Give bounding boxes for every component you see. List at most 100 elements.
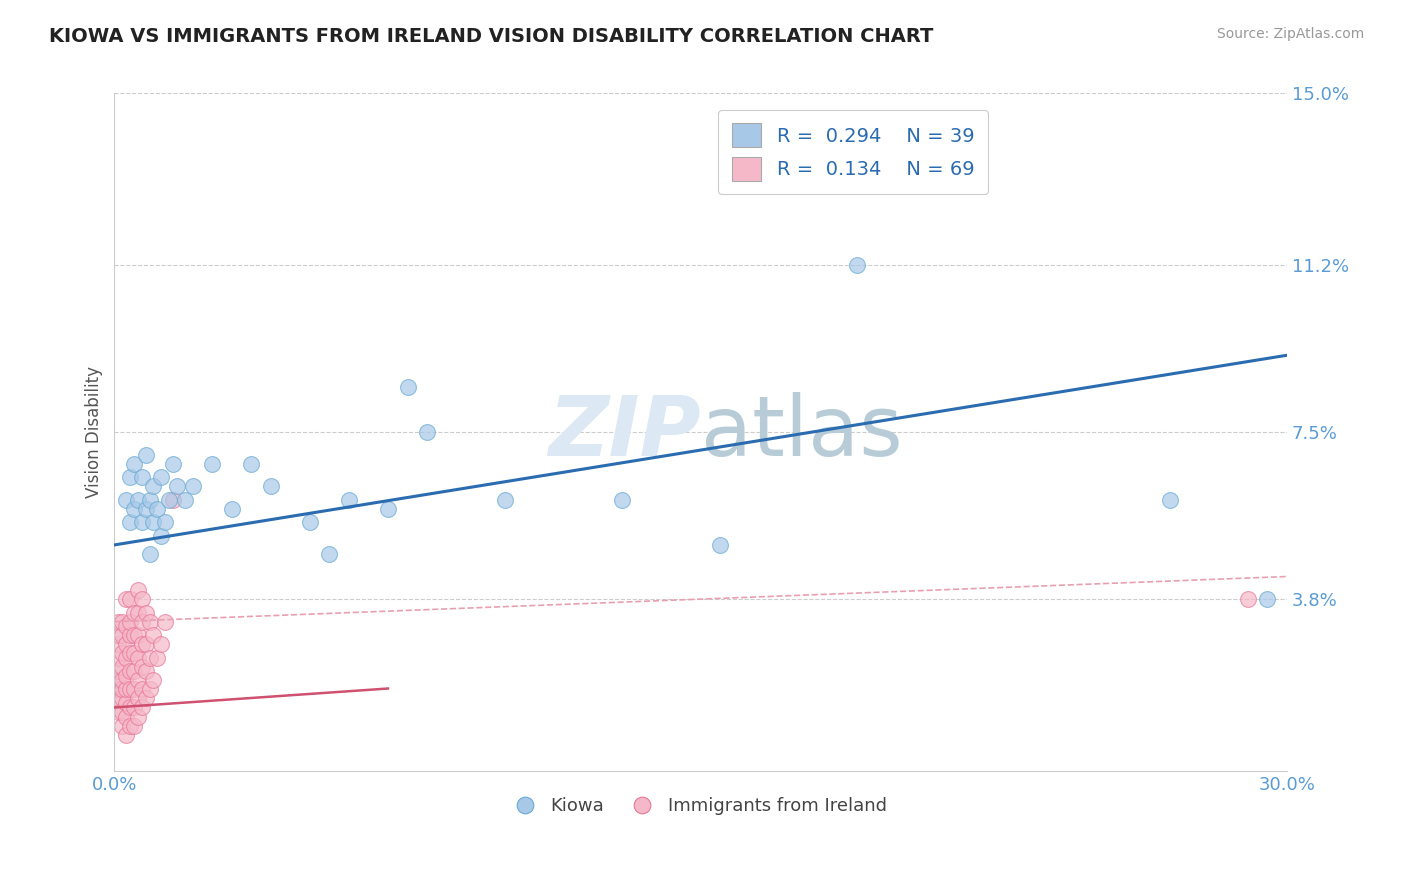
Point (127, 650, 149, 665)
Point (111, 646, 134, 660)
Point (118, 682, 141, 697)
Point (146, 501, 169, 516)
Point (131, 470, 153, 484)
Point (115, 696, 138, 710)
Point (131, 700, 153, 714)
Point (115, 619, 138, 633)
Point (107, 682, 129, 697)
Point (240, 457, 263, 471)
Point (111, 705, 134, 719)
Point (122, 718, 145, 732)
Point (131, 637, 153, 651)
Point (107, 637, 129, 651)
Point (118, 592, 141, 607)
Point (138, 492, 160, 507)
Point (127, 673, 149, 688)
Point (122, 646, 145, 660)
Point (135, 637, 157, 651)
Point (155, 516, 177, 530)
Point (115, 709, 138, 723)
Y-axis label: Vision Disability: Vision Disability (86, 366, 103, 498)
Point (115, 728, 138, 742)
Point (122, 501, 145, 516)
Point (122, 457, 145, 471)
Point (122, 700, 145, 714)
Point (337, 492, 360, 507)
Text: KIOWA VS IMMIGRANTS FROM IRELAND VISION DISABILITY CORRELATION CHART: KIOWA VS IMMIGRANTS FROM IRELAND VISION … (49, 27, 934, 45)
Point (138, 547, 160, 561)
Point (127, 709, 149, 723)
Point (131, 516, 153, 530)
Point (118, 470, 141, 484)
Point (135, 691, 157, 706)
Point (142, 516, 165, 530)
Point (162, 492, 184, 507)
Point (298, 516, 321, 530)
Point (709, 538, 731, 552)
Point (142, 673, 165, 688)
Point (1159, 492, 1181, 507)
Point (115, 682, 138, 697)
Point (138, 682, 160, 697)
Point (1256, 592, 1278, 607)
Point (115, 650, 138, 665)
Point (122, 606, 145, 620)
Point (138, 650, 160, 665)
Point (494, 492, 516, 507)
Point (138, 615, 160, 629)
Point (111, 718, 134, 732)
Point (122, 682, 145, 697)
Point (107, 650, 129, 665)
Point (107, 673, 129, 688)
Point (146, 650, 169, 665)
Point (221, 501, 243, 516)
Point (142, 628, 165, 642)
Point (166, 479, 188, 493)
Point (107, 665, 129, 679)
Point (118, 646, 141, 660)
Point (118, 615, 141, 629)
Point (173, 492, 195, 507)
Point (107, 615, 129, 629)
Point (131, 592, 153, 607)
Point (131, 682, 153, 697)
Point (107, 628, 129, 642)
Point (111, 660, 134, 674)
Point (135, 606, 157, 620)
Point (127, 606, 149, 620)
Point (111, 682, 134, 697)
Point (118, 665, 141, 679)
Point (142, 479, 165, 493)
Point (201, 457, 224, 471)
Point (131, 660, 153, 674)
Point (118, 516, 141, 530)
Point (1236, 592, 1258, 607)
Point (127, 492, 149, 507)
Point (111, 615, 134, 629)
Point (111, 691, 134, 706)
Point (118, 718, 141, 732)
Point (107, 705, 129, 719)
Point (118, 700, 141, 714)
Point (318, 547, 340, 561)
Point (150, 470, 173, 484)
Point (157, 492, 180, 507)
Point (150, 637, 173, 651)
Point (111, 673, 134, 688)
Point (115, 492, 138, 507)
Point (260, 479, 283, 493)
Point (416, 425, 439, 439)
Point (135, 501, 157, 516)
Point (162, 457, 184, 471)
Text: ZIP: ZIP (548, 392, 700, 473)
Point (612, 492, 634, 507)
Point (115, 592, 138, 607)
Point (127, 628, 149, 642)
Point (122, 628, 145, 642)
Point (845, 258, 868, 272)
Legend: Kiowa, Immigrants from Ireland: Kiowa, Immigrants from Ireland (508, 790, 894, 822)
Point (107, 691, 129, 706)
Text: Source: ZipAtlas.com: Source: ZipAtlas.com (1216, 27, 1364, 41)
Point (127, 691, 149, 706)
Point (131, 615, 153, 629)
